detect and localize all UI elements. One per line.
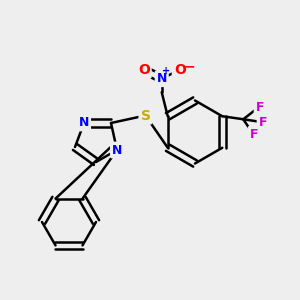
Text: F: F bbox=[250, 128, 258, 141]
Text: N: N bbox=[79, 116, 89, 130]
Text: F: F bbox=[256, 101, 264, 114]
Text: F: F bbox=[259, 116, 267, 129]
Text: +: + bbox=[162, 66, 170, 76]
Text: N: N bbox=[112, 143, 122, 157]
Text: O: O bbox=[138, 63, 150, 77]
Text: N: N bbox=[157, 72, 167, 85]
Text: −: − bbox=[184, 60, 195, 74]
Text: O: O bbox=[174, 63, 186, 77]
Text: S: S bbox=[140, 109, 151, 122]
